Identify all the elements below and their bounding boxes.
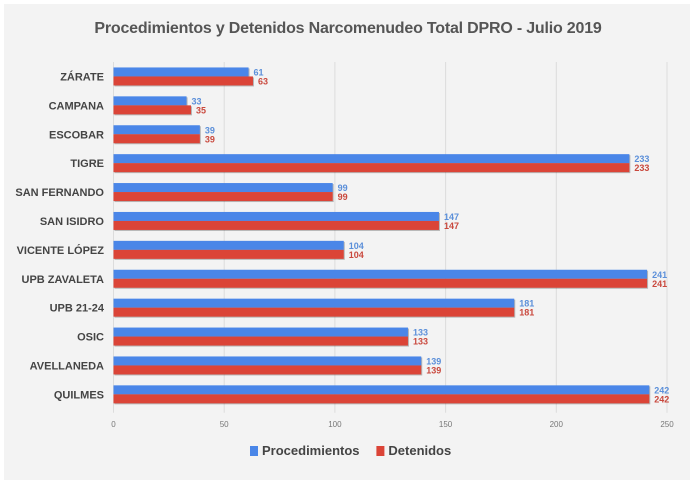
data-label: 241 (652, 279, 667, 289)
category-label: UPB 21-24 (50, 303, 105, 315)
category-label: OSIC (77, 332, 104, 344)
x-tick-label: 250 (660, 420, 674, 429)
data-label: 99 (338, 192, 348, 202)
data-label: 241 (652, 270, 667, 280)
bar-detenidos (113, 220, 439, 230)
x-tick-label: 0 (111, 420, 116, 429)
data-label: 147 (444, 221, 459, 231)
legend-swatch (250, 446, 258, 456)
bar-procedimientos (113, 327, 408, 337)
category-label: AVELLANEDA (30, 360, 104, 372)
category-label: SAN ISIDRO (40, 216, 105, 228)
category-label: QUILMES (54, 389, 104, 401)
bar-detenidos (113, 307, 515, 317)
data-label: 147 (444, 212, 459, 222)
category-label: UPB ZAVALETA (22, 274, 105, 286)
bar-procedimientos (113, 96, 187, 106)
bar-procedimientos (113, 67, 249, 77)
data-label: 181 (519, 299, 534, 309)
data-label: 181 (519, 308, 534, 318)
bar-procedimientos (113, 183, 333, 193)
chart-title: Procedimientos y Detenidos Narcomenudeo … (94, 20, 602, 37)
data-label: 39 (205, 125, 215, 135)
bar-procedimientos (113, 356, 422, 366)
bar-procedimientos (113, 240, 344, 250)
data-label: 233 (634, 163, 649, 173)
data-label: 61 (254, 67, 264, 77)
x-tick-label: 200 (550, 420, 564, 429)
bar-detenidos (113, 336, 408, 346)
legend-label: Procedimientos (262, 443, 360, 458)
bar-detenidos (113, 105, 191, 115)
category-label: TIGRE (70, 158, 104, 170)
bar-procedimientos (113, 154, 630, 164)
data-label: 63 (258, 76, 268, 86)
x-tick-label: 100 (328, 420, 342, 429)
data-label: 39 (205, 134, 215, 144)
data-label: 35 (196, 105, 206, 115)
bar-procedimientos (113, 211, 439, 221)
bar-detenidos (113, 278, 648, 288)
bar-detenidos (113, 192, 333, 202)
bar-detenidos (113, 163, 630, 173)
legend-label: Detenidos (388, 443, 451, 458)
data-label: 99 (338, 183, 348, 193)
category-label: VICENTE LÓPEZ (17, 244, 105, 257)
bar-detenidos (113, 76, 253, 86)
data-label: 233 (634, 154, 649, 164)
data-label: 242 (654, 385, 669, 395)
data-label: 139 (426, 356, 441, 366)
bar-detenidos (113, 249, 344, 259)
data-label: 139 (426, 365, 441, 375)
data-label: 242 (654, 394, 669, 404)
bar-procedimientos (113, 298, 515, 308)
data-label: 33 (192, 96, 202, 106)
bar-detenidos (113, 365, 422, 375)
bar-procedimientos (113, 125, 200, 135)
bar-procedimientos (113, 269, 648, 279)
data-label: 133 (413, 328, 428, 338)
category-label: ZÁRATE (60, 70, 104, 83)
x-tick-label: 50 (220, 420, 229, 429)
bar-detenidos (113, 134, 200, 144)
data-label: 104 (349, 250, 364, 260)
category-label: ESCOBAR (49, 129, 104, 141)
category-label: CAMPANA (49, 100, 104, 112)
bar-detenidos (113, 394, 650, 404)
category-label: SAN FERNANDO (15, 187, 104, 199)
bar-procedimientos (113, 385, 650, 395)
data-label: 133 (413, 337, 428, 347)
legend-swatch (376, 446, 385, 456)
data-label: 104 (349, 241, 364, 251)
x-tick-label: 150 (439, 420, 453, 429)
